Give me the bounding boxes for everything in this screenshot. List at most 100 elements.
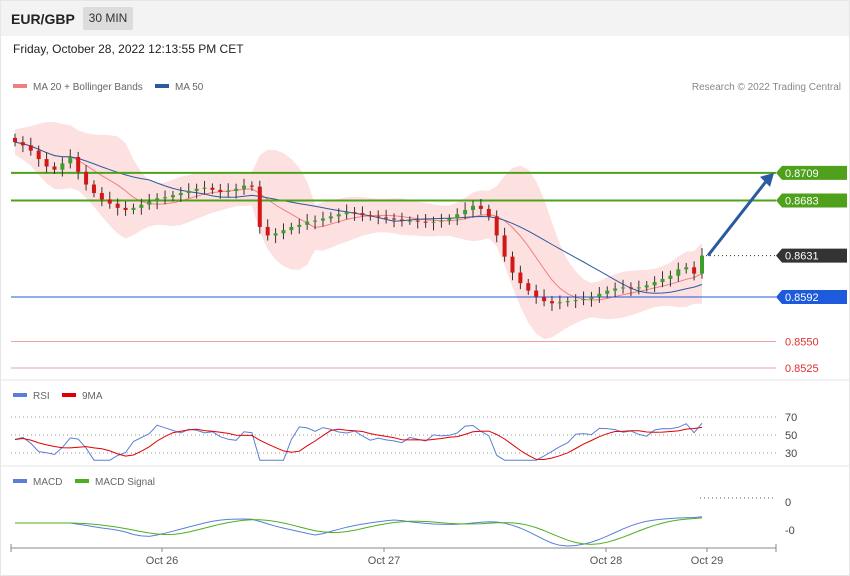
candle-body bbox=[336, 214, 341, 217]
candle-body bbox=[407, 220, 412, 222]
level-tag-0.8709 bbox=[776, 165, 847, 180]
candle-body bbox=[178, 193, 183, 196]
bollinger-band-fill bbox=[15, 122, 702, 340]
candle-body bbox=[399, 219, 404, 221]
candle-body bbox=[597, 293, 602, 297]
current-price-tag bbox=[776, 248, 847, 263]
legend-swatch-ma50 bbox=[155, 84, 169, 88]
header-bar: EUR/GBP 30 MIN bbox=[0, 0, 850, 36]
legend-label-macd: MACD bbox=[33, 477, 62, 488]
level-tag-0.8592 bbox=[776, 289, 847, 304]
candle-body bbox=[605, 290, 610, 294]
candle-body bbox=[242, 185, 246, 189]
candle-body bbox=[549, 301, 554, 304]
candle-body bbox=[376, 216, 381, 218]
candle-body bbox=[289, 226, 294, 231]
candle-body bbox=[44, 159, 49, 167]
legend-swatch-macd bbox=[13, 479, 27, 483]
candle-body bbox=[621, 287, 626, 289]
candle-body bbox=[494, 216, 499, 236]
level-label-0.8525: 0.8525 bbox=[785, 363, 819, 375]
candle-body bbox=[557, 302, 562, 304]
candle-body bbox=[218, 189, 223, 192]
legend-label-ma20: MA 20 + Bollinger Bands bbox=[33, 82, 143, 93]
candle-body bbox=[360, 213, 365, 216]
macd-signal-line bbox=[15, 517, 703, 545]
candle-body bbox=[297, 224, 302, 227]
candle-body bbox=[652, 282, 657, 286]
legend-swatch-rsi bbox=[13, 393, 27, 397]
candle-body bbox=[573, 300, 578, 302]
candle-body bbox=[234, 188, 239, 191]
candle-body bbox=[265, 226, 270, 236]
legend-macd: MACD MACD Signal bbox=[13, 477, 155, 488]
candle-body bbox=[423, 221, 428, 223]
candle-body bbox=[76, 156, 81, 172]
x-axis-ticks: Oct 26 Oct 27 Oct 28 Oct 29 bbox=[10, 544, 777, 567]
candle-body bbox=[700, 255, 704, 274]
candle-body bbox=[636, 287, 641, 289]
level-tag-0.8683 bbox=[776, 193, 847, 208]
rsi-panel: 70 50 30 bbox=[11, 412, 797, 461]
candle-body bbox=[202, 187, 207, 189]
rsi-line bbox=[14, 422, 703, 461]
candle-body bbox=[305, 221, 310, 225]
candle-body bbox=[163, 197, 168, 199]
candle-body bbox=[115, 203, 120, 208]
candle-body bbox=[36, 150, 41, 160]
bollinger-bands bbox=[15, 122, 702, 340]
candle-body bbox=[660, 278, 665, 283]
candlesticks bbox=[13, 133, 704, 311]
candle-body bbox=[170, 195, 175, 198]
candle-body bbox=[415, 220, 420, 222]
candle-body bbox=[352, 212, 357, 214]
candle-body bbox=[589, 296, 594, 300]
candle-body bbox=[20, 142, 25, 146]
candle-body bbox=[565, 301, 570, 303]
legend-main: MA 20 + Bollinger Bands MA 50 bbox=[13, 82, 204, 93]
macd-line bbox=[15, 516, 703, 547]
candle-body bbox=[478, 205, 483, 209]
candle-body bbox=[249, 185, 254, 187]
copyright-label: Research © 2022 Trading Central bbox=[692, 82, 841, 93]
candle-body bbox=[471, 205, 475, 210]
x-tick-label: Oct 29 bbox=[691, 555, 723, 567]
candle-body bbox=[613, 288, 618, 291]
candle-body bbox=[273, 233, 278, 236]
level-label-0.8592: 0.8592 bbox=[785, 292, 819, 304]
candle-body bbox=[99, 193, 104, 200]
candle-body bbox=[344, 212, 349, 215]
forecast-arrow-shaft bbox=[706, 177, 770, 257]
x-tick-label: Oct 27 bbox=[368, 555, 400, 567]
macd-level-label-0: 0 bbox=[785, 497, 791, 509]
candle-body bbox=[510, 256, 515, 273]
x-tick-label: Oct 26 bbox=[146, 555, 178, 567]
candle-body bbox=[676, 269, 681, 276]
rsi-level-label-50: 50 bbox=[785, 430, 797, 442]
candle-body bbox=[692, 267, 697, 274]
rsi-level-label-30: 30 bbox=[785, 448, 797, 460]
candle-body bbox=[84, 171, 89, 185]
candle-body bbox=[668, 275, 673, 279]
macd-level-label-neg: -0 bbox=[785, 525, 795, 537]
candle-body bbox=[320, 218, 325, 221]
candle-body bbox=[155, 198, 160, 202]
forecast-arrow-head bbox=[760, 172, 774, 187]
candle-body bbox=[328, 216, 333, 219]
candle-body bbox=[368, 215, 373, 217]
candle-body bbox=[257, 186, 262, 227]
macd-panel: 0 -0 bbox=[15, 497, 795, 547]
legend-swatch-rsi-ma bbox=[62, 393, 76, 397]
timeframe-badge[interactable]: 30 MIN bbox=[83, 7, 133, 30]
legend-label-rsi: RSI bbox=[33, 391, 50, 402]
current-price-label: 0.8631 bbox=[785, 251, 819, 263]
candle-body bbox=[384, 217, 389, 219]
forecast-arrow bbox=[706, 172, 774, 257]
candle-body bbox=[147, 201, 152, 205]
candle-body bbox=[210, 187, 215, 190]
candle-body bbox=[455, 214, 460, 219]
candle-body bbox=[139, 204, 144, 208]
symbol-label: EUR/GBP bbox=[11, 11, 75, 27]
rsi-level-label-70: 70 bbox=[785, 412, 797, 424]
